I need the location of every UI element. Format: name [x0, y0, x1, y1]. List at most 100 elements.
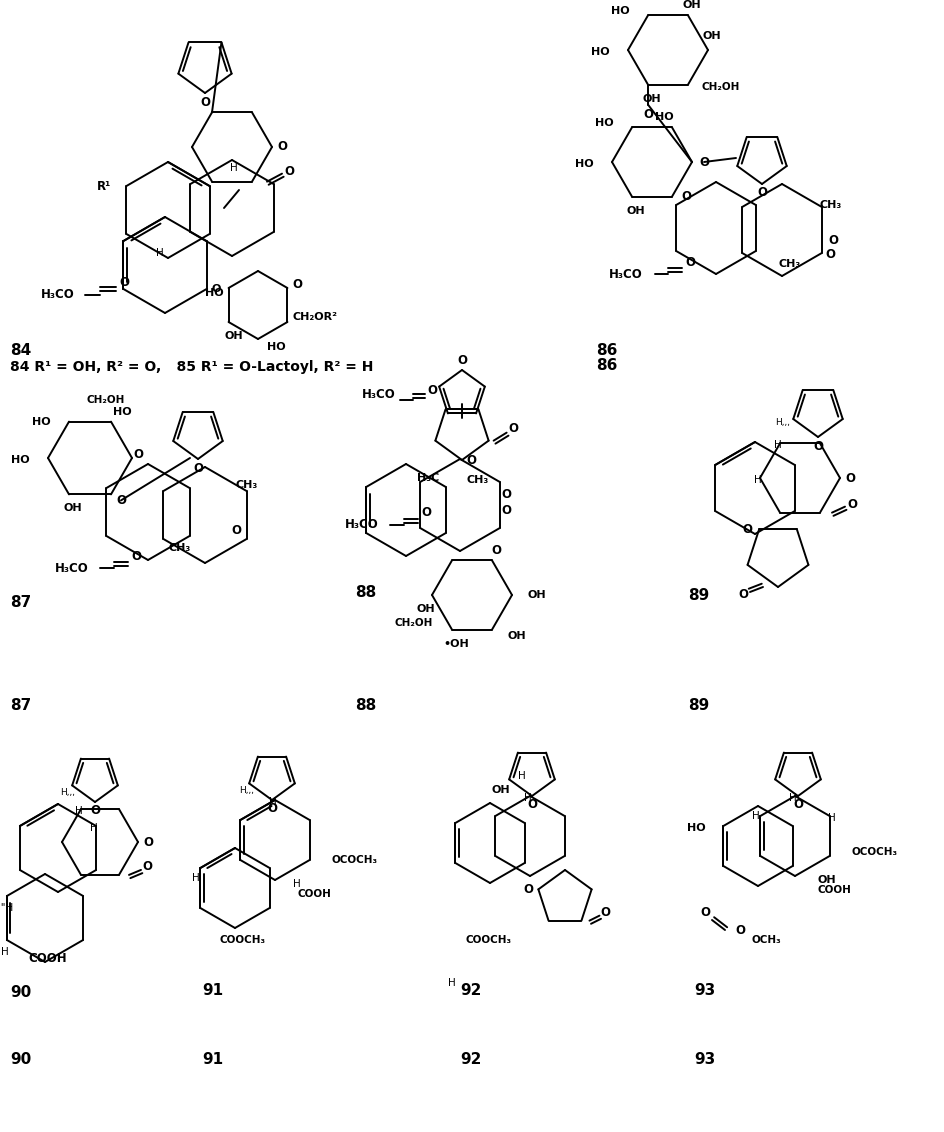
Text: 92: 92	[460, 983, 480, 998]
Text: O: O	[756, 187, 767, 199]
Text: OCOCH₃: OCOCH₃	[851, 847, 897, 857]
Text: H: H	[751, 811, 759, 821]
Text: O: O	[143, 835, 153, 849]
Text: H: H	[827, 813, 834, 823]
Text: 89: 89	[687, 698, 709, 713]
Text: H: H	[90, 823, 98, 833]
Text: ""H: ""H	[0, 903, 13, 914]
Text: HO: HO	[32, 417, 51, 427]
Text: 88: 88	[355, 585, 376, 600]
Text: OH: OH	[682, 0, 700, 10]
Text: 90: 90	[10, 985, 31, 1000]
Text: OCH₃: OCH₃	[751, 935, 781, 945]
Text: O: O	[421, 506, 430, 520]
Text: H: H	[447, 978, 455, 988]
Text: CH₂OH: CH₂OH	[395, 618, 432, 628]
Text: OH: OH	[63, 504, 82, 514]
Text: H: H	[269, 797, 277, 807]
Text: H: H	[293, 880, 300, 889]
Text: 87: 87	[10, 698, 31, 713]
Text: OH: OH	[817, 875, 834, 885]
Text: H₃CO: H₃CO	[345, 518, 379, 532]
Text: OH: OH	[702, 31, 720, 41]
Text: HO: HO	[11, 455, 30, 465]
Text: CH₃: CH₃	[236, 480, 258, 490]
Text: O: O	[200, 95, 210, 109]
Text: 93: 93	[693, 983, 715, 998]
Text: HO: HO	[611, 7, 630, 16]
Text: HO: HO	[113, 406, 131, 417]
Text: O: O	[500, 504, 511, 516]
Text: R¹: R¹	[97, 180, 111, 192]
Text: CH₃: CH₃	[169, 543, 191, 554]
Text: 93: 93	[693, 1052, 715, 1067]
Text: O: O	[741, 523, 751, 535]
Text: COOH: COOH	[28, 952, 67, 964]
Text: O: O	[734, 924, 744, 936]
Text: 91: 91	[202, 983, 223, 998]
Text: H: H	[788, 794, 796, 803]
Text: H,,,: H,,,	[59, 788, 75, 797]
Text: O: O	[508, 422, 518, 435]
Text: H₃CO: H₃CO	[609, 267, 642, 281]
Text: HO: HO	[266, 342, 285, 352]
Text: H₃C: H₃C	[416, 473, 439, 483]
Text: O: O	[844, 472, 854, 484]
Text: 91: 91	[202, 1052, 223, 1067]
Text: •OH: •OH	[443, 638, 468, 649]
Text: 88: 88	[355, 698, 376, 713]
Text: O: O	[846, 498, 856, 512]
Text: H: H	[1, 947, 8, 957]
Text: 86: 86	[596, 343, 616, 358]
Text: OH: OH	[491, 784, 510, 795]
Text: COOH: COOH	[817, 885, 850, 895]
Text: HO: HO	[591, 48, 610, 57]
Text: O: O	[142, 860, 152, 874]
Text: OH: OH	[528, 590, 546, 600]
Text: CH₃: CH₃	[778, 259, 801, 269]
Text: 92: 92	[460, 1052, 480, 1067]
Text: O: O	[527, 798, 536, 812]
Text: COOCH₃: COOCH₃	[464, 935, 511, 945]
Text: CH₃: CH₃	[466, 475, 489, 484]
Text: O: O	[119, 275, 129, 289]
Text: H,,,: H,,,	[239, 786, 254, 795]
Text: H: H	[773, 440, 781, 451]
Text: O: O	[491, 543, 500, 557]
Text: CH₂OH: CH₂OH	[87, 395, 125, 404]
Text: OH: OH	[642, 94, 661, 104]
Text: O: O	[792, 798, 802, 812]
Text: O: O	[642, 109, 652, 121]
Text: OH: OH	[224, 331, 243, 341]
Text: O: O	[681, 190, 690, 203]
Text: H: H	[517, 771, 525, 781]
Text: H: H	[524, 794, 531, 803]
Text: COOH: COOH	[296, 889, 330, 899]
Text: HO: HO	[205, 288, 224, 298]
Text: O: O	[824, 248, 834, 260]
Text: 90: 90	[10, 1052, 31, 1067]
Text: O: O	[277, 140, 287, 154]
Text: OH: OH	[626, 206, 645, 215]
Text: O: O	[599, 906, 610, 919]
Text: O: O	[116, 494, 126, 507]
Text: H: H	[230, 163, 238, 173]
Text: H: H	[193, 873, 200, 883]
Text: O: O	[292, 277, 302, 291]
Text: HO: HO	[686, 823, 704, 833]
Text: H,,,: H,,,	[774, 419, 789, 428]
Text: O: O	[699, 155, 708, 169]
Text: 87: 87	[10, 595, 31, 610]
Text: O: O	[133, 447, 143, 461]
Text: H: H	[75, 806, 83, 816]
Text: CH₃: CH₃	[819, 200, 841, 211]
Text: HO: HO	[595, 119, 614, 128]
Text: O: O	[131, 549, 141, 563]
Text: O: O	[90, 805, 100, 817]
Text: 84 R¹ = OH, R² = O,    85 R¹ = O-Lactoyl, R² = H: 84 R¹ = OH, R² = O, 85 R¹ = O-Lactoyl, R…	[10, 360, 373, 374]
Text: OH: OH	[416, 604, 435, 614]
Text: OH: OH	[508, 631, 526, 641]
Text: O: O	[523, 883, 532, 895]
Text: H: H	[156, 248, 163, 258]
Text: 89: 89	[687, 588, 709, 603]
